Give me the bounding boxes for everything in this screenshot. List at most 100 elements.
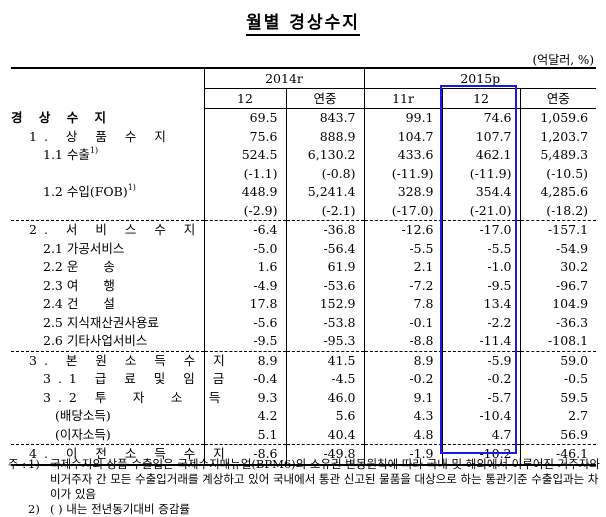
cell-value: 41.5 bbox=[285, 350, 365, 370]
row-label-text: 1. 상 품 수 지 bbox=[29, 128, 173, 144]
cell-value: (-1.1) bbox=[203, 164, 286, 183]
row-label: 3. 본 원 소 득 수 지 bbox=[11, 350, 225, 370]
cell-value: 5.6 bbox=[285, 407, 365, 426]
cell-value: (-2.9) bbox=[203, 201, 286, 221]
row-label-text: 경 상 수 지 bbox=[11, 110, 113, 125]
cell-value: -1.0 bbox=[441, 258, 521, 277]
header-col: 11r bbox=[363, 88, 443, 109]
cell-value: 99.1 bbox=[363, 108, 443, 128]
cell-value: 462.1 bbox=[441, 146, 521, 165]
cell-value: 5.1 bbox=[203, 425, 286, 445]
table-row: (-2.9) (-2.1) (-17.0) (-21.0) (-18.2) bbox=[11, 201, 597, 221]
cell-value: -46.1 bbox=[519, 444, 597, 466]
row-label-text: 2.3 여 행 bbox=[43, 277, 115, 293]
row-label: 2.4 건 설 bbox=[11, 295, 204, 314]
cell-value: 524.5 bbox=[203, 146, 286, 165]
cell-value: 888.9 bbox=[285, 127, 365, 146]
cell-value: -36.3 bbox=[519, 313, 597, 332]
cell-value: -0.4 bbox=[203, 370, 286, 389]
header-row-years: 2014r 2015p bbox=[11, 67, 597, 109]
row-label: 1. 상 품 수 지 bbox=[11, 128, 204, 147]
row-label: 3.1 급 료 및 임 금 bbox=[11, 370, 224, 389]
cell-value: 61.9 bbox=[285, 258, 365, 277]
cell-value: 5,489.3 bbox=[519, 146, 597, 165]
cell-value: 69.5 bbox=[203, 108, 286, 128]
cell-value: -49.8 bbox=[285, 444, 365, 466]
footnote-marker: 1) bbox=[127, 183, 136, 193]
row-label: 4. 이 전 소 득 수 지 bbox=[11, 444, 225, 466]
row-label: 2.3 여 행 bbox=[11, 277, 204, 296]
unit-label: (억달러, %) bbox=[532, 53, 594, 67]
cell-value: 74.6 bbox=[441, 108, 521, 128]
row-label: 1.2 수입(FOB)1) bbox=[11, 183, 204, 202]
cell-value: -5.9 bbox=[441, 350, 521, 370]
header-2015: 2015p bbox=[363, 67, 597, 89]
cell-value: -5.7 bbox=[441, 388, 521, 407]
row-label-text: 2. 서 비 스 수 지 bbox=[29, 222, 203, 238]
cell-value: -36.8 bbox=[285, 220, 365, 240]
note-2-number: 2) bbox=[28, 502, 40, 516]
cell-value: -9.5 bbox=[203, 332, 286, 351]
header-col: 연중 bbox=[519, 88, 597, 109]
row-label: 경 상 수 지 bbox=[11, 109, 204, 128]
cell-value: -7.2 bbox=[363, 276, 443, 295]
cell-value: 8.9 bbox=[363, 350, 443, 370]
row-label: (이자소득) bbox=[11, 426, 204, 445]
cell-value: 2.1 bbox=[363, 258, 443, 277]
cell-value: -108.1 bbox=[519, 332, 597, 351]
cell-value: 104.7 bbox=[363, 127, 443, 146]
row-label: 2.5 지식재산권사용료 bbox=[11, 314, 204, 333]
cell-value: -5.6 bbox=[203, 313, 286, 332]
row-label-text: 3.2 투 자 소 득 bbox=[43, 389, 228, 405]
table-row: (배당소득) 4.2 5.6 4.3 -10.4 2.7 bbox=[11, 407, 597, 426]
row-label-text: 2.6 기타사업서비스 bbox=[43, 333, 148, 349]
table-row: 2. 서 비 스 수 지 -6.4 -36.8 -12.6 -17.0 -157.1 bbox=[11, 220, 597, 240]
cell-value: 7.8 bbox=[363, 295, 443, 314]
row-label bbox=[11, 165, 204, 184]
row-label: (배당소득) bbox=[11, 407, 204, 426]
cell-value: -11.4 bbox=[441, 332, 521, 351]
cell-value: 40.4 bbox=[285, 425, 365, 445]
table-row: (-1.1) (-0.8) (-11.9) (-11.9) (-10.5) bbox=[11, 164, 597, 184]
cell-value: 5,241.4 bbox=[285, 183, 365, 202]
table-row: 2.6 기타사업서비스 -9.5 -95.3 -8.8 -11.4 -108.1 bbox=[11, 332, 597, 351]
row-label: 3.2 투 자 소 득 bbox=[11, 389, 220, 408]
cell-value: 59.0 bbox=[519, 350, 597, 370]
table-row: 2.4 건 설 17.8 152.9 7.8 13.4 104.9 bbox=[11, 295, 597, 314]
header-corner bbox=[11, 67, 204, 109]
cell-value: -2.2 bbox=[441, 313, 521, 332]
table-row: 3.2 투 자 소 득 9.3 46.0 9.1 -5.7 59.5 bbox=[11, 388, 597, 408]
row-label-text: 1.1 수출 bbox=[43, 147, 90, 163]
cell-value: -10.4 bbox=[441, 407, 521, 426]
header-row-periods: 12 연중 11r 12 연중 bbox=[11, 88, 597, 109]
table-row: 3.1 급 료 및 임 금 -0.4 -4.5 -0.2 -0.2 -0.5 bbox=[11, 370, 597, 389]
cell-value: -5.0 bbox=[203, 239, 286, 258]
row-label-text: 4. 이 전 소 득 수 지 bbox=[29, 446, 232, 462]
cell-value: 56.9 bbox=[519, 425, 597, 445]
cell-value: -4.9 bbox=[203, 276, 286, 295]
cell-value: -0.2 bbox=[441, 370, 521, 389]
row-label-text: 1.2 수입(FOB) bbox=[43, 184, 128, 200]
table-row: 2.2 운 송 1.6 61.9 2.1 -1.0 30.2 bbox=[11, 258, 597, 277]
cell-value: -8.8 bbox=[363, 332, 443, 351]
note-prefix: 주 : bbox=[8, 457, 27, 471]
cell-value: 1,203.7 bbox=[519, 127, 597, 146]
header-col: 연중 bbox=[285, 88, 365, 109]
balance-table: 2014r 2015p 12 연중 11r 12 연중 경 상 수 지 69.5 8… bbox=[11, 67, 597, 466]
cell-value: -0.2 bbox=[363, 370, 443, 389]
cell-value: -157.1 bbox=[519, 220, 597, 240]
cell-value: -12.6 bbox=[363, 220, 443, 240]
row-label-text: 2.1 가공서비스 bbox=[43, 240, 125, 256]
cell-value: 152.9 bbox=[285, 295, 365, 314]
cell-value: -6.4 bbox=[203, 220, 286, 240]
note-2-text: ( ) 내는 전년동기대비 증감률 bbox=[50, 502, 190, 516]
cell-value: -96.7 bbox=[519, 276, 597, 295]
cell-value: 17.8 bbox=[203, 295, 286, 314]
table-row: 1.1 수출1) 524.5 6,130.2 433.6 462.1 5,489.3 bbox=[11, 146, 597, 165]
header-col: 12 bbox=[441, 88, 521, 109]
note-1-text: 국제수지의 상품 수출입은 국제수지매뉴얼(BPM6)의 소유권 변동원칙에 따… bbox=[50, 457, 600, 501]
cell-value: 30.2 bbox=[519, 258, 597, 277]
cell-value: -56.4 bbox=[285, 239, 365, 258]
cell-value: (-10.5) bbox=[519, 164, 597, 183]
row-label-text: 3.1 급 료 및 임 금 bbox=[43, 371, 232, 387]
